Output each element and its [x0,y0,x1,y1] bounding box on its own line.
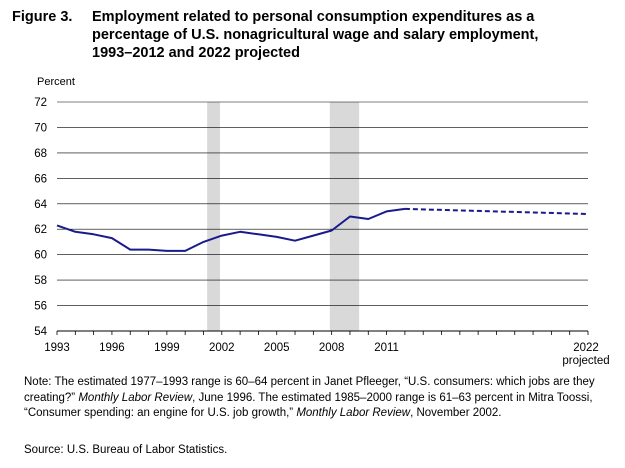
x-tick-label: 2002 [209,342,235,354]
x-tick-label: 2008 [319,342,345,354]
data-series [56,207,589,252]
x-tick-label-projected-note: projected [562,355,609,367]
x-tick-label: 1993 [44,342,70,354]
axes [56,330,589,335]
y-tick-label: 70 [34,122,47,134]
source-line: Source: U.S. Bureau of Labor Statistics. [24,444,228,456]
y-tick-label: 58 [34,275,47,287]
y-tick-label: 54 [34,326,47,338]
title-text-1: Employment related to personal consumpti… [92,9,535,25]
recession-bands [207,102,360,331]
note-middle: , June 1996. The estimated 1985–2000 ran… [24,391,593,420]
recession-band [207,102,220,331]
note-journal-1: Monthly Labor Review [78,391,193,404]
title-prefix: Figure 3. [12,9,73,25]
historical-series-line [56,207,406,252]
y-axis-title: Percent [37,76,75,88]
note-suffix: , November 2002. [410,407,502,419]
note-journal-2: Monthly Labor Review [296,407,411,419]
y-tick-labels: 54 56 58 60 62 64 66 68 70 72 [34,97,47,338]
title-line-3: 1993–2012 and 2022 projected [92,45,300,61]
x-tick-label: 2005 [264,342,290,354]
y-tick-label: 72 [34,97,47,109]
projected-series-line [404,207,589,215]
x-tick-label: 1999 [154,342,180,354]
y-tick-label: 66 [34,173,47,185]
gridlines [57,101,588,306]
x-tick-labels: 1993 1996 1999 2002 2005 2008 2011 2022projecte… [44,342,609,367]
x-tick-label: 1996 [99,342,125,354]
y-tick-label: 62 [34,224,47,236]
y-tick-label: 56 [34,301,47,313]
y-tick-label: 60 [34,250,47,262]
chart-note: Note: The estimated 1977–1993 range is 6… [24,375,614,422]
title-line-1: Figure 3. Employment related to personal … [12,8,612,26]
figure-title: Figure 3. Employment related to personal … [12,8,612,62]
x-tick-label-projected-year: 2022 [573,342,599,354]
y-tick-label: 64 [34,199,47,211]
x-tick-label: 2011 [374,342,399,354]
title-line-2: percentage of U.S. nonagricultural wage … [92,27,539,43]
note-prefix: Note: The estimated 1977–1993 range is 6… [24,376,595,404]
y-tick-label: 68 [34,148,47,160]
